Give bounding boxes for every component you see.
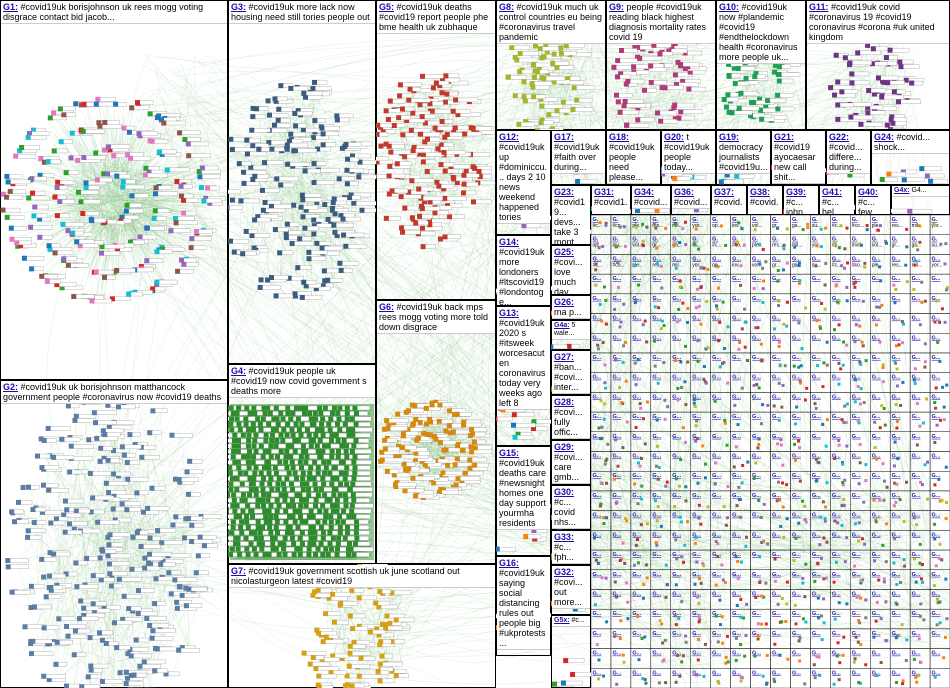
group-label: G5: #covid19uk deaths #covid19 report pe… — [377, 1, 495, 34]
group-G12: G12: #covid19uk up #dominiccu... days 2 … — [496, 130, 551, 235]
group-G32: G32: #covi... out more... — [551, 565, 591, 615]
group-G5: G5: #covid19uk deaths #covid19 report pe… — [376, 0, 496, 300]
group-G38: G38: #covid... — [747, 185, 783, 215]
group-label: G32: #covi... out more... — [552, 566, 590, 609]
group-label: G4: #covid19uk people uk #covid19 now co… — [229, 365, 375, 398]
group-label: G31: #covid1... — [592, 186, 630, 215]
group-G24: G24: #covid... shock... — [871, 130, 950, 185]
group-label: G28: #covi... fully offic... — [552, 396, 590, 439]
group-label: G4x: G4... — [892, 186, 949, 197]
group-G17: G17: #covid19uk #faith over during... — [551, 130, 606, 185]
group-G4a: G4a: 5 wale... — [551, 320, 591, 350]
group-label: G10: #covid19uk now #plandemic #covid19 … — [717, 1, 805, 64]
group-G37: G37: #covid... — [711, 185, 747, 215]
group-label: G6: #covid19uk back mps rees mogg voting… — [377, 301, 495, 334]
group-G26: G26: ma p... — [551, 295, 591, 320]
group-G4: G4: #covid19uk people uk #covid19 now co… — [228, 364, 376, 564]
group-label: G24: #covid... shock... — [872, 131, 949, 154]
group-G8: G8: #covid19uk much uk control countries… — [496, 0, 606, 130]
group-G22: G22: #covid... differe... during... — [826, 130, 871, 185]
group-G3: G3: #covid19uk more lack now housing nee… — [228, 0, 376, 364]
group-label: G23: #covid19... devs... take 3 mont... … — [552, 186, 590, 245]
group-label: G36: #covid... — [672, 186, 710, 209]
group-label: G12: #covid19uk up #dominiccu... days 2 … — [497, 131, 550, 224]
group-G28: G28: #covi... fully offic... — [551, 395, 591, 440]
group-G15: G15: #covid19uk deaths care #newsnight h… — [496, 446, 551, 556]
group-label: G8: #covid19uk much uk control countries… — [497, 1, 605, 44]
group-G18: G18: #covid19uk people need please... — [606, 130, 661, 185]
group-G6: G6: #covid19uk back mps rees mogg voting… — [376, 300, 496, 564]
group-label: G25: #covi... love much day... — [552, 246, 590, 295]
group-label: G5x: #c... — [552, 616, 590, 627]
group-G27: G27: #ban... #covi... inter... — [551, 350, 591, 395]
group-label: G16: #covid19uk saying social distancing… — [497, 557, 550, 650]
group-label: G13: #covid19uk 2020 s #itsweek worcesac… — [497, 307, 550, 410]
group-label: G7: #covid19uk government scottish uk ju… — [229, 565, 495, 588]
group-G4x: G4x: G4... — [891, 185, 950, 215]
group-label: G17: #covid19uk #faith over during... — [552, 131, 605, 174]
group-G20: G20: t #covid19uk people today... — [661, 130, 716, 185]
group-G9: G9: people #covid19uk reading black high… — [606, 0, 716, 130]
group-label: G39: #c... john... — [784, 186, 818, 215]
group-G7: G7: #covid19uk government scottish uk ju… — [228, 564, 496, 688]
group-label: G27: #ban... #covi... inter... — [552, 351, 590, 394]
group-G14: G14: #covid19uk more londoners #ltscovid… — [496, 235, 551, 306]
group-label: G2: #covid19uk uk borisjohnson matthanco… — [1, 381, 227, 404]
group-G21: G21: #covid19 ayocaesar new call shit... — [771, 130, 826, 185]
group-G19: G19: democracy journalists #covid19u... — [716, 130, 771, 185]
group-label: G11: #covid19uk covid #coronavirus 19 #c… — [807, 1, 949, 44]
group-label: G26: ma p... — [552, 296, 590, 319]
group-label: G14: #covid19uk more londoners #ltscovid… — [497, 236, 550, 306]
group-label: G9: people #covid19uk reading black high… — [607, 1, 715, 44]
group-label: G34: #covid... — [632, 186, 670, 209]
group-G30: G30: #c... covid nhs... — [551, 485, 591, 530]
group-G29: G29: #covi... care gmb... — [551, 440, 591, 485]
group-label: G3: #covid19uk more lack now housing nee… — [229, 1, 375, 24]
group-G31: G31: #covid1... — [591, 185, 631, 215]
group-G25: G25: #covi... love much day... — [551, 245, 591, 295]
group-label: G21: #covid19 ayocaesar new call shit... — [772, 131, 825, 184]
group-label: G19: democracy journalists #covid19u... — [717, 131, 770, 174]
group-G41: G41: #c... hel... — [819, 185, 855, 215]
group-G34: G34: #covid... — [631, 185, 671, 215]
group-G5x: G5x: #c... — [551, 615, 591, 688]
group-label: G29: #covi... care gmb... — [552, 441, 590, 484]
group-G23: G23: #covid19... devs... take 3 mont... … — [551, 185, 591, 245]
group-G10: G10: #covid19uk now #plandemic #covid19 … — [716, 0, 806, 130]
group-G16: G16: #covid19uk saying social distancing… — [496, 556, 551, 656]
group-label: G33: #c... fph... — [552, 531, 590, 564]
group-label: G15: #covid19uk deaths care #newsnight h… — [497, 447, 550, 530]
group-label: G37: #covid... — [712, 186, 746, 215]
group-label: G38: #covid... — [748, 186, 782, 215]
group-label: G22: #covid... differe... during... — [827, 131, 870, 174]
group-label: G30: #c... covid nhs... — [552, 486, 590, 529]
group-G36: G36: #covid... — [671, 185, 711, 215]
group-grid — [591, 215, 950, 688]
group-label: G41: #c... hel... — [820, 186, 854, 215]
group-label: G1: #covid19uk borisjohnson uk rees mogg… — [1, 1, 227, 24]
group-label: G40: #c... few... — [856, 186, 890, 215]
group-G1: G1: #covid19uk borisjohnson uk rees mogg… — [0, 0, 228, 380]
group-G33: G33: #c... fph... — [551, 530, 591, 565]
group-G40: G40: #c... few... — [855, 185, 891, 215]
group-label: G4a: 5 wale... — [552, 321, 590, 340]
group-G11: G11: #covid19uk covid #coronavirus 19 #c… — [806, 0, 950, 130]
group-G13: G13: #covid19uk 2020 s #itsweek worcesac… — [496, 306, 551, 446]
group-G39: G39: #c... john... — [783, 185, 819, 215]
group-G2: G2: #covid19uk uk borisjohnson matthanco… — [0, 380, 228, 688]
group-label: G18: #covid19uk people need please... — [607, 131, 660, 184]
group-label: G20: t #covid19uk people today... — [662, 131, 715, 174]
